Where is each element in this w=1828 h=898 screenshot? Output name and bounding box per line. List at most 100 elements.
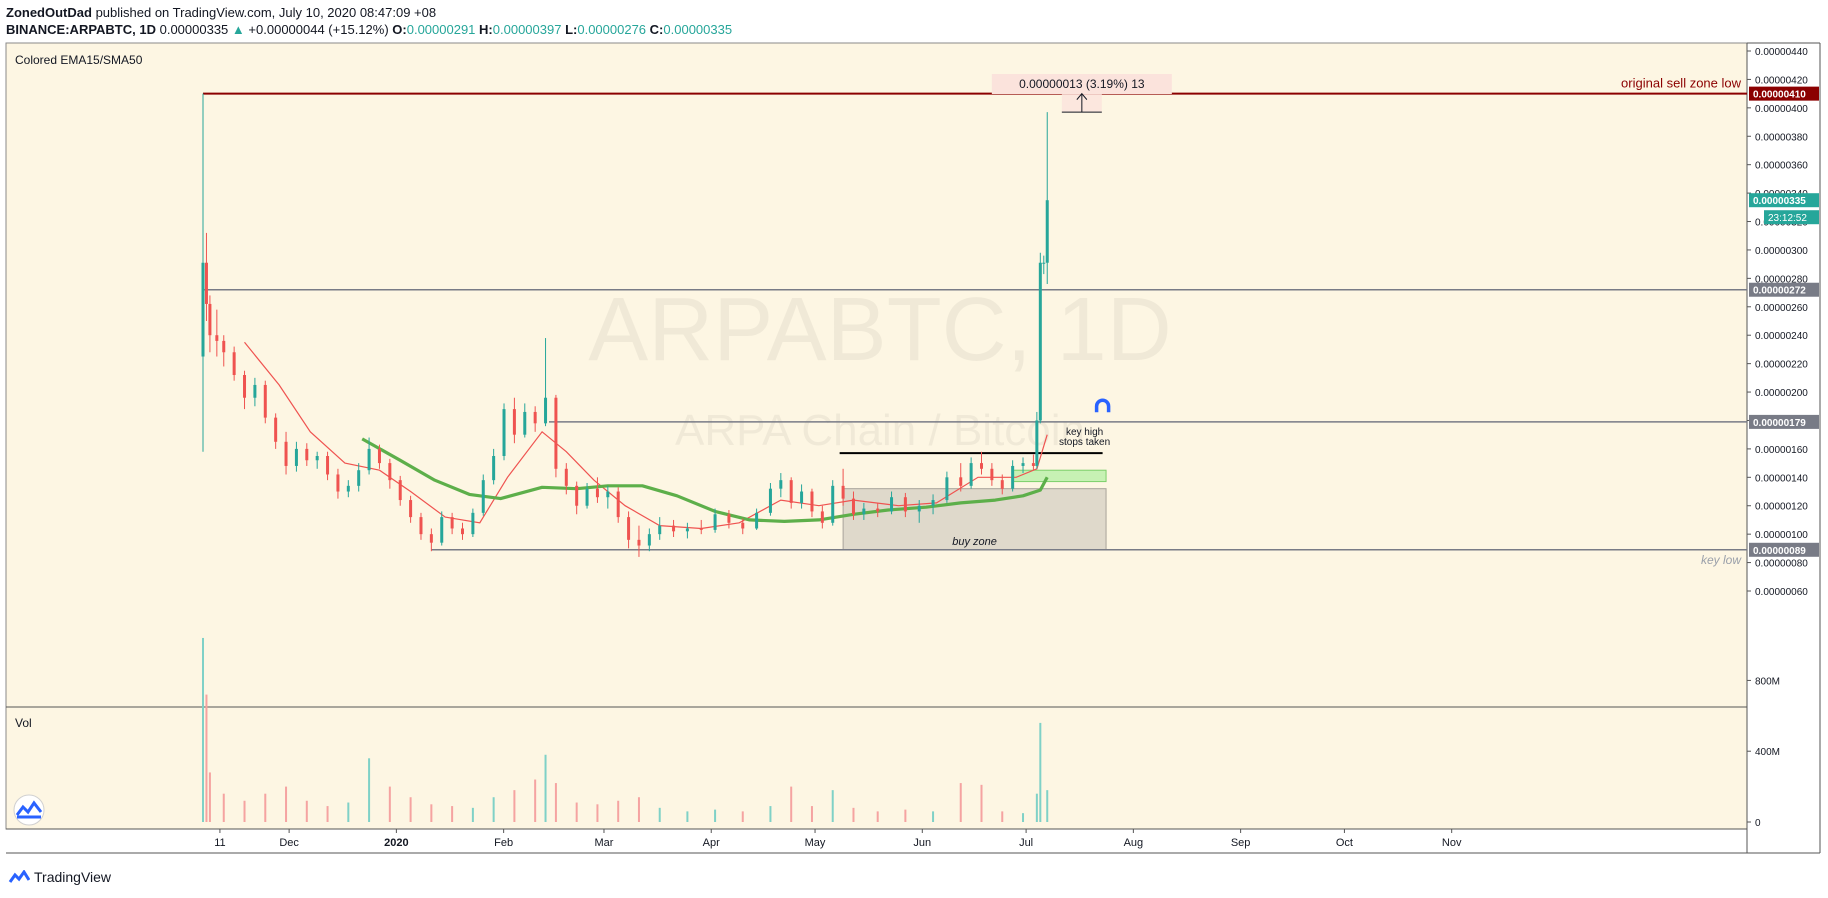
candle-body <box>862 508 866 515</box>
volume-bar <box>264 793 267 822</box>
price-tag-label: 0.00000272 <box>1753 286 1806 297</box>
watermark-symbol: ARPABTC, 1D <box>588 280 1171 380</box>
volume-bar <box>285 786 288 822</box>
y-tick-label: 0.00000140 <box>1755 473 1808 484</box>
key-high-label: stops taken <box>1059 437 1110 448</box>
candle-body <box>820 511 824 523</box>
y-tick-label: 0.00000220 <box>1755 360 1808 371</box>
volume-tick-label: 800M <box>1755 676 1780 687</box>
low-label: L: <box>565 22 578 37</box>
candle-body <box>606 491 610 498</box>
y-tick-label: 0.00000260 <box>1755 303 1808 314</box>
candle-body <box>512 409 516 435</box>
candle-body <box>398 480 402 501</box>
tradingview-logo-icon[interactable] <box>13 794 45 826</box>
x-tick-label: Aug <box>1124 837 1144 849</box>
candle-body <box>471 512 475 535</box>
price-tag[interactable] <box>1749 542 1819 557</box>
candle-body <box>440 517 444 543</box>
volume-bar <box>208 772 211 822</box>
price-tag[interactable] <box>1749 282 1819 297</box>
volume-tick-label: 0 <box>1755 818 1761 829</box>
candle-body <box>409 500 413 518</box>
candle-body <box>377 448 381 464</box>
time-axis[interactable]: 11 Dec 2020 Feb Mar Apr May Jun Jul Aug Sep Oct Nov <box>214 829 1462 849</box>
y-tick-label: 0.00000060 <box>1755 587 1808 598</box>
sma50-line <box>361 437 1049 524</box>
candle-body <box>945 477 949 501</box>
y-tick-label: 0.00000440 <box>1755 47 1808 58</box>
x-tick-label: 11 <box>214 837 225 849</box>
y-tick-label: 0.00000400 <box>1755 104 1808 115</box>
volume-bar <box>1022 813 1025 822</box>
x-tick-label: May <box>805 837 826 849</box>
candle-body <box>727 514 731 523</box>
high-value: 0.00000397 <box>492 22 562 37</box>
y-tick-label: 0.00000300 <box>1755 246 1808 257</box>
author-name[interactable]: ZonedOutDad <box>6 5 92 20</box>
symbol-info-line: BINANCE:ARPABTC, 1D 0.00000335 ▲ +0.0000… <box>6 21 732 38</box>
candle-body <box>841 485 845 499</box>
candle-body <box>357 470 361 486</box>
candle-body <box>204 262 208 304</box>
volume-bar <box>305 800 308 822</box>
y-tick-label: 0.00000420 <box>1755 75 1808 86</box>
last-price: 0.00000335 <box>159 22 229 37</box>
volume-bar <box>876 811 879 822</box>
candle-body <box>1035 420 1039 466</box>
indicator-legend[interactable]: Colored EMA15/SMA50 <box>15 53 143 67</box>
candle-body <box>523 411 527 435</box>
volume-bar <box>596 804 599 822</box>
volume-legend[interactable]: Vol <box>15 716 32 730</box>
candle-body <box>564 468 568 486</box>
price-tag[interactable] <box>1749 193 1819 208</box>
price-tag-label: 0.00000410 <box>1753 90 1806 101</box>
close-value: 0.00000335 <box>663 22 733 37</box>
x-tick-label: Oct <box>1336 837 1353 849</box>
candle-body <box>585 488 589 506</box>
volume-bar <box>243 800 246 822</box>
open-value: 0.00000291 <box>406 22 476 37</box>
footer-branding[interactable]: TradingView <box>8 869 111 885</box>
volume-bar <box>741 811 744 822</box>
tradingview-cloud-icon <box>8 870 30 883</box>
watermark-name: ARPA Chain / Bitcoin <box>675 406 1085 455</box>
candle-body <box>215 335 219 341</box>
volume-bar <box>388 786 391 822</box>
x-tick-label: Dec <box>279 837 299 849</box>
volume-bar <box>534 779 537 822</box>
candle-body <box>1021 463 1025 466</box>
volume-bar <box>554 783 557 822</box>
candle-body <box>294 448 298 466</box>
magnet-icon[interactable] <box>1094 398 1111 413</box>
volume-bar <box>904 809 907 822</box>
candle-body <box>851 498 855 515</box>
x-tick-label: Sep <box>1231 837 1251 849</box>
candle-body <box>284 441 288 466</box>
volume-bar <box>202 637 204 822</box>
volume-bar <box>326 806 329 822</box>
candle-body <box>575 485 579 506</box>
price-axis[interactable]: 0.00000440 0.00000420 0.00000400 0.00000380… <box>1747 47 1819 598</box>
candle-body <box>1042 262 1046 264</box>
price-tag[interactable] <box>1749 414 1819 429</box>
close-label: C: <box>649 22 664 37</box>
candle-body <box>315 456 319 461</box>
candle-body <box>208 303 212 336</box>
y-tick-label: 0.00000360 <box>1755 161 1808 172</box>
candles-layer <box>201 93 1049 557</box>
y-tick-label: 0.00000080 <box>1755 559 1808 570</box>
countdown-label: 23:12:52 <box>1768 213 1807 224</box>
x-tick-label: Apr <box>703 837 720 849</box>
key-high-label: key high <box>1066 427 1103 438</box>
candle-body <box>876 508 880 512</box>
publish-info: published on TradingView.com, July 10, 2… <box>95 5 437 20</box>
x-tick-label: Mar <box>595 837 614 849</box>
sell-zone-label: original sell zone low <box>1621 76 1742 91</box>
volume-bar <box>810 806 813 822</box>
candle-body <box>336 474 340 492</box>
price-tag[interactable] <box>1749 86 1819 101</box>
candle-body <box>305 448 309 461</box>
